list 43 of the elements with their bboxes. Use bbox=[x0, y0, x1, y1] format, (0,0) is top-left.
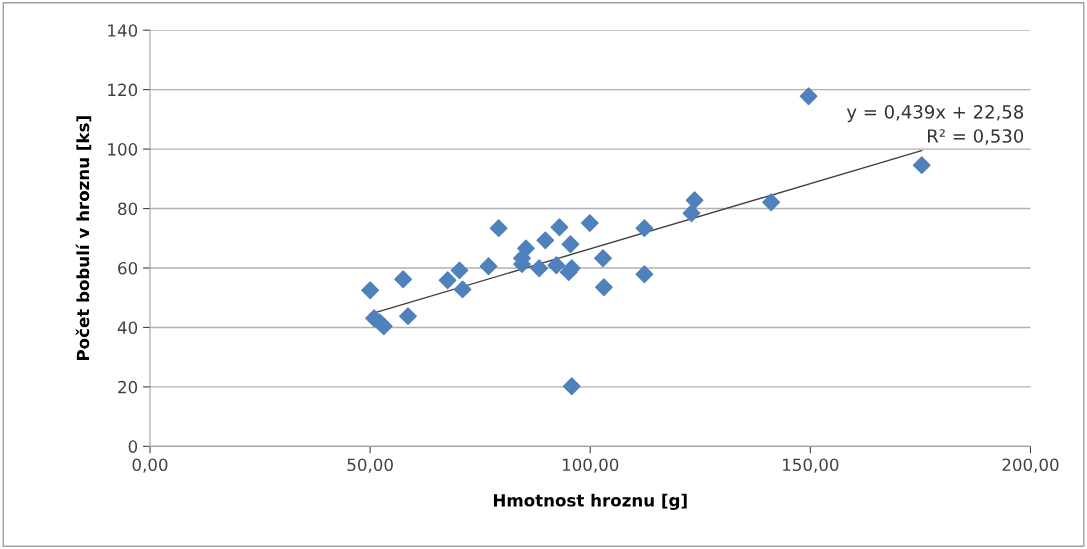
point bbox=[635, 219, 654, 238]
point bbox=[912, 156, 931, 175]
point bbox=[561, 235, 580, 254]
point bbox=[762, 193, 781, 212]
y-tick-label: 140 bbox=[108, 24, 138, 37]
y-tick-label: 0 bbox=[128, 440, 138, 453]
x-tick-label: 50,00 bbox=[347, 458, 393, 473]
point bbox=[685, 191, 704, 210]
point bbox=[530, 259, 549, 278]
point bbox=[517, 239, 535, 258]
point bbox=[550, 218, 569, 237]
point bbox=[562, 377, 581, 396]
point bbox=[635, 265, 654, 284]
y-tick-label: 40 bbox=[117, 321, 138, 335]
x-tick-label: 150,00 bbox=[783, 458, 839, 473]
point bbox=[799, 87, 818, 106]
y-tick-label: 80 bbox=[118, 202, 138, 216]
point bbox=[374, 317, 393, 336]
point bbox=[399, 307, 417, 326]
point bbox=[479, 257, 498, 276]
x-tick-label: 200,00 bbox=[1002, 458, 1059, 473]
y-tick-label: 60 bbox=[118, 261, 138, 275]
annotation: R² = 0,530 bbox=[928, 129, 1024, 145]
point bbox=[453, 280, 472, 299]
point bbox=[682, 204, 701, 223]
point bbox=[361, 281, 380, 300]
y-tick-label: 100 bbox=[108, 143, 138, 156]
x-tick-label: 0,00 bbox=[132, 458, 168, 473]
point bbox=[547, 256, 566, 275]
point bbox=[438, 271, 457, 290]
point bbox=[580, 214, 599, 233]
point bbox=[394, 270, 413, 289]
x-axis-title: Hmotnost hroznu [g] bbox=[493, 493, 687, 510]
point bbox=[594, 278, 613, 297]
y-tick-label: 20 bbox=[118, 380, 138, 394]
y-axis-title: Počet bobulí v hroznu [ks] bbox=[75, 116, 92, 361]
point bbox=[489, 219, 508, 238]
point bbox=[450, 261, 469, 280]
annotation: y = 0,439x + 22,58 bbox=[846, 105, 1024, 123]
x-tick-label: 100,00 bbox=[562, 458, 619, 473]
point bbox=[536, 231, 555, 250]
point bbox=[594, 249, 612, 268]
y-tick-label: 120 bbox=[108, 83, 138, 97]
